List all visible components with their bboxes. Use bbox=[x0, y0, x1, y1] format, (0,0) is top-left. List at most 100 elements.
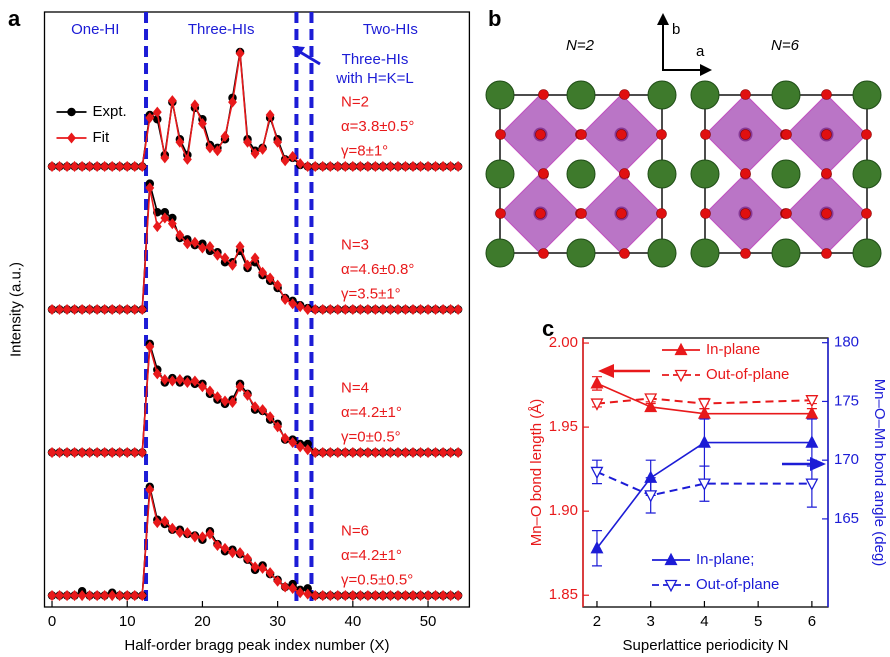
sr-atom bbox=[648, 160, 676, 188]
note: Three-HIs bbox=[342, 51, 409, 68]
sr-atom bbox=[691, 239, 719, 267]
region-label: Three-HIs bbox=[188, 21, 255, 38]
axis-label: b bbox=[672, 21, 680, 38]
o-atom bbox=[539, 169, 549, 179]
legend-label: In-plane bbox=[706, 341, 760, 358]
o-atom bbox=[617, 209, 627, 219]
curve-label: N=3 bbox=[341, 236, 369, 253]
figure: a01020304050Half-order bragg peak index … bbox=[0, 0, 890, 657]
o-atom bbox=[620, 169, 630, 179]
axis-a-head bbox=[700, 64, 712, 76]
x-axis-label: Superlattice periodicity N bbox=[623, 637, 789, 654]
o-atom bbox=[701, 209, 711, 219]
note: with H=K=L bbox=[335, 70, 414, 87]
x-tick-label: 20 bbox=[194, 613, 211, 630]
x-tick-label: 5 bbox=[754, 613, 762, 630]
o-atom bbox=[577, 209, 587, 219]
axis-arrowhead bbox=[810, 457, 826, 471]
sr-atom bbox=[691, 81, 719, 109]
o-atom bbox=[620, 90, 630, 100]
marker bbox=[592, 399, 603, 409]
o-atom bbox=[741, 130, 751, 140]
sr-atom bbox=[567, 81, 595, 109]
curve-label: α=4.6±0.8° bbox=[341, 261, 414, 278]
sr-atom bbox=[486, 81, 514, 109]
y2-tick-label: 165 bbox=[834, 510, 859, 527]
o-atom bbox=[741, 169, 751, 179]
region-label: One-HI bbox=[71, 21, 119, 38]
curve-label: γ=0±0.5° bbox=[341, 428, 401, 445]
o-atom bbox=[496, 130, 506, 140]
legend-label: Out-of-plane bbox=[706, 366, 789, 383]
curve-label: α=3.8±0.5° bbox=[341, 118, 414, 135]
region-label: Two-HIs bbox=[363, 21, 418, 38]
sr-atom bbox=[567, 160, 595, 188]
o-atom bbox=[822, 169, 832, 179]
o-atom bbox=[539, 249, 549, 259]
curve-label: N=4 bbox=[341, 379, 369, 396]
o-atom bbox=[741, 249, 751, 259]
marker bbox=[645, 491, 656, 501]
o-atom bbox=[539, 90, 549, 100]
o-atom bbox=[536, 209, 546, 219]
axis-b-head bbox=[657, 13, 669, 25]
y2-axis-label: Mn–O–Mn bond angle (deg) bbox=[871, 379, 888, 567]
o-atom bbox=[741, 209, 751, 219]
sr-atom bbox=[486, 160, 514, 188]
y2-tick-label: 170 bbox=[834, 451, 859, 468]
y-tick-label: 1.90 bbox=[549, 502, 578, 519]
sr-atom bbox=[772, 81, 800, 109]
sr-atom bbox=[853, 81, 881, 109]
axis-arrowhead bbox=[598, 364, 614, 378]
o-atom bbox=[822, 249, 832, 259]
sr-atom bbox=[772, 160, 800, 188]
y-axis-label: Mn–O bond length (Å) bbox=[528, 399, 545, 547]
sr-atom bbox=[853, 239, 881, 267]
o-atom bbox=[620, 249, 630, 259]
marker bbox=[806, 479, 817, 489]
o-atom bbox=[577, 130, 587, 140]
sr-atom bbox=[691, 160, 719, 188]
y-tick-label: 2.00 bbox=[549, 334, 578, 351]
x-tick-label: 40 bbox=[344, 613, 361, 630]
y2-tick-label: 175 bbox=[834, 392, 859, 409]
x-tick-label: 3 bbox=[647, 613, 655, 630]
legend-label: Expt. bbox=[93, 103, 127, 120]
o-atom bbox=[701, 130, 711, 140]
y-tick-label: 1.85 bbox=[549, 586, 578, 603]
curve-label: N=6 bbox=[341, 523, 369, 540]
x-tick-label: 2 bbox=[593, 613, 601, 630]
cell-label: N=2 bbox=[566, 37, 595, 54]
x-tick-label: 10 bbox=[119, 613, 136, 630]
sr-atom bbox=[567, 239, 595, 267]
o-atom bbox=[782, 209, 792, 219]
panel-label: b bbox=[488, 6, 501, 31]
curve-label: γ=0.5±0.5° bbox=[341, 572, 413, 589]
o-atom bbox=[657, 130, 667, 140]
x-tick-label: 50 bbox=[420, 613, 437, 630]
o-atom bbox=[822, 209, 832, 219]
sr-atom bbox=[486, 239, 514, 267]
y-axis-label: Intensity (a.u.) bbox=[7, 262, 24, 357]
marker bbox=[592, 378, 603, 388]
marker bbox=[154, 108, 161, 117]
o-atom bbox=[657, 209, 667, 219]
y-tick-label: 1.95 bbox=[549, 418, 578, 435]
curve-label: α=4.2±1° bbox=[341, 547, 402, 564]
o-atom bbox=[862, 130, 872, 140]
legend-marker bbox=[68, 134, 75, 143]
o-atom bbox=[496, 209, 506, 219]
o-atom bbox=[536, 130, 546, 140]
sr-atom bbox=[853, 160, 881, 188]
x-tick-label: 4 bbox=[700, 613, 708, 630]
x-tick-label: 0 bbox=[48, 613, 56, 630]
o-atom bbox=[822, 130, 832, 140]
curve-label: γ=3.5±1° bbox=[341, 285, 401, 302]
o-atom bbox=[822, 90, 832, 100]
legend-marker bbox=[68, 108, 75, 115]
cell-label: N=6 bbox=[771, 37, 800, 54]
panel-label: a bbox=[8, 6, 21, 31]
x-tick-label: 6 bbox=[808, 613, 816, 630]
x-tick-label: 30 bbox=[269, 613, 286, 630]
y2-tick-label: 180 bbox=[834, 334, 859, 351]
